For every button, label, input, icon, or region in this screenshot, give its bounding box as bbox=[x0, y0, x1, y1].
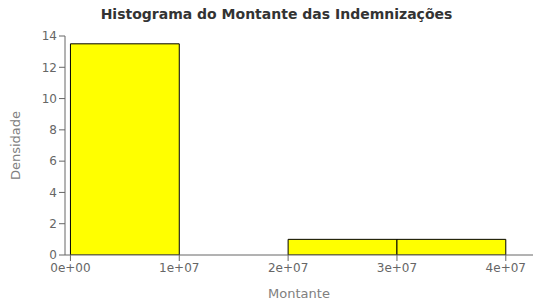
svg-text:4e+07: 4e+07 bbox=[486, 261, 526, 275]
svg-text:8: 8 bbox=[49, 123, 57, 137]
svg-text:Densidade: Densidade bbox=[8, 111, 23, 180]
svg-text:14: 14 bbox=[42, 29, 57, 43]
svg-text:0e+00: 0e+00 bbox=[50, 261, 90, 275]
svg-text:12: 12 bbox=[42, 61, 57, 75]
svg-text:0: 0 bbox=[49, 248, 57, 262]
svg-text:Montante: Montante bbox=[268, 286, 330, 301]
svg-text:2: 2 bbox=[49, 217, 57, 231]
html-text:Histograma do Montante das Ind: Histograma do Montante das Indemnizações bbox=[100, 6, 453, 22]
svg-text:3e+07: 3e+07 bbox=[377, 261, 417, 275]
svg-text:4: 4 bbox=[49, 186, 57, 200]
svg-text:2e+07: 2e+07 bbox=[268, 261, 308, 275]
svg-text:6: 6 bbox=[49, 154, 57, 168]
svg-text:10: 10 bbox=[42, 92, 57, 106]
svg-text:1e+07: 1e+07 bbox=[159, 261, 199, 275]
